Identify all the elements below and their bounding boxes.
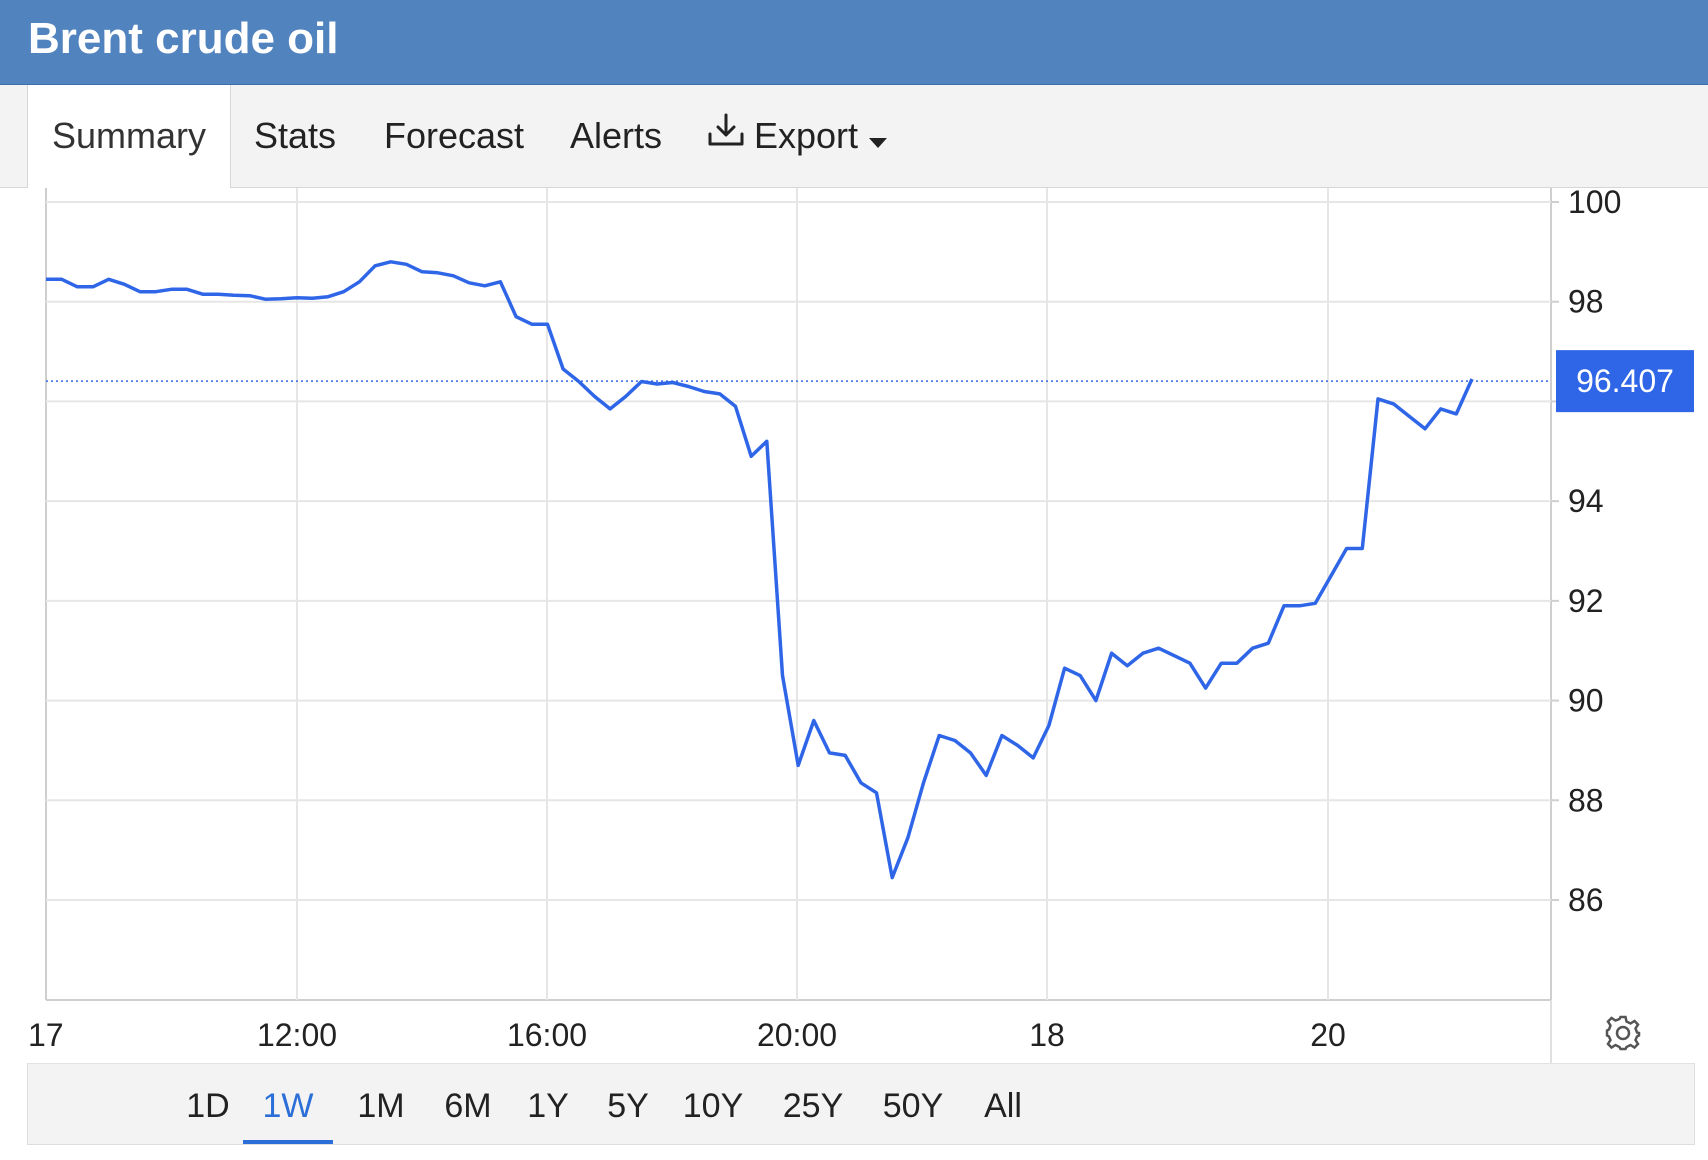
ytick-label: 100 — [1568, 188, 1621, 220]
tab-bar: Summary Stats Forecast Alerts Export — [0, 85, 1708, 188]
range-6m-button[interactable]: 6M — [433, 1064, 503, 1140]
xtick-label: 16:00 — [507, 1017, 587, 1053]
tab-alerts-label: Alerts — [570, 115, 663, 156]
title-bar: Brent crude oil — [0, 0, 1708, 85]
range-1d-label: 1D — [186, 1087, 230, 1125]
range-1y-label: 1Y — [527, 1087, 569, 1125]
ytick-label: 92 — [1568, 583, 1604, 619]
range-all-button[interactable]: All — [973, 1064, 1033, 1140]
price-series-line — [46, 260, 1474, 880]
xtick-label: 12:00 — [257, 1017, 337, 1053]
ytick-label: 88 — [1568, 782, 1604, 818]
tab-stats-label: Stats — [254, 115, 337, 156]
range-10y-button[interactable]: 10Y — [673, 1064, 753, 1140]
range-selector: 1D 1W 1M 6M 1Y 5Y 10Y 25Y 50Y All — [27, 1063, 1695, 1145]
range-5y-button[interactable]: 5Y — [598, 1064, 658, 1140]
range-50y-button[interactable]: 50Y — [873, 1064, 953, 1140]
tab-stats[interactable]: Stats — [254, 85, 336, 187]
range-25y-button[interactable]: 25Y — [773, 1064, 853, 1140]
gear-icon — [1605, 1015, 1641, 1051]
range-25y-label: 25Y — [782, 1087, 844, 1125]
last-price-label: 96.407 — [1576, 363, 1674, 399]
xtick-label: 17 — [28, 1017, 64, 1053]
page-title: Brent crude oil — [28, 14, 339, 63]
range-6m-label: 6M — [444, 1087, 492, 1125]
xtick-label: 20:00 — [757, 1017, 837, 1053]
range-1y-button[interactable]: 1Y — [518, 1064, 578, 1140]
chart-settings-button[interactable] — [1603, 1013, 1643, 1053]
ytick-label: 90 — [1568, 683, 1604, 719]
range-all-label: All — [984, 1087, 1022, 1125]
ytick-label: 98 — [1568, 284, 1604, 320]
range-1w-button[interactable]: 1W — [243, 1064, 333, 1144]
tab-summary[interactable]: Summary — [27, 85, 231, 188]
range-10y-label: 10Y — [682, 1087, 744, 1125]
price-chart: 96.407 86 88 90 92 94 98 100 17 12:00 16:00 20:00… — [0, 188, 1708, 1064]
tab-alerts[interactable]: Alerts — [570, 85, 662, 187]
download-icon — [706, 87, 746, 189]
range-1m-label: 1M — [357, 1087, 405, 1125]
xtick-label: 18 — [1029, 1017, 1065, 1053]
xtick-label: 20 — [1310, 1017, 1346, 1053]
last-price-tag — [1556, 350, 1694, 413]
ytick-label: 94 — [1568, 483, 1604, 519]
range-1d-button[interactable]: 1D — [173, 1064, 243, 1140]
tab-forecast[interactable]: Forecast — [384, 85, 524, 187]
range-5y-label: 5Y — [607, 1087, 649, 1125]
tab-summary-label: Summary — [51, 115, 207, 156]
tab-forecast-label: Forecast — [384, 115, 525, 156]
chart-canvas: 96.407 86 88 90 92 94 98 100 17 12:00 16:00 20:00… — [28, 188, 1694, 1064]
ytick-label: 86 — [1568, 882, 1604, 918]
range-1m-button[interactable]: 1M — [346, 1064, 416, 1140]
export-dropdown-button[interactable]: Export — [706, 85, 888, 187]
tab-export-label: Export — [754, 115, 859, 156]
chevron-down-icon — [868, 87, 888, 189]
range-1w-label: 1W — [262, 1087, 314, 1125]
range-50y-label: 50Y — [882, 1087, 944, 1125]
